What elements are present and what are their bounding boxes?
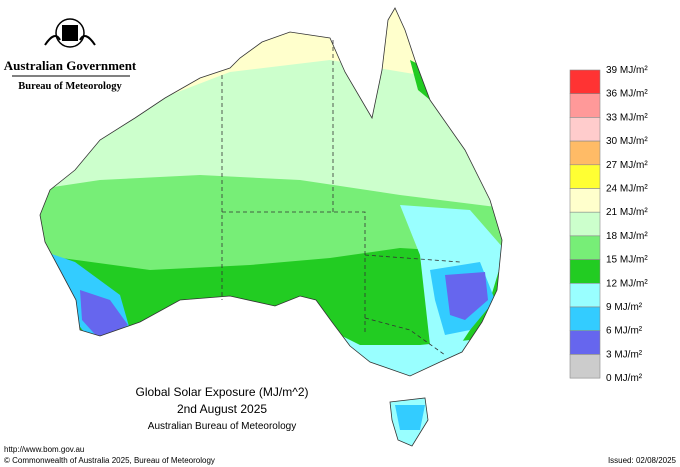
state-borders xyxy=(221,40,461,356)
legend-label: 3 MJ/m² xyxy=(606,349,643,360)
tasmania-coast xyxy=(389,397,429,447)
legend-swatch xyxy=(569,93,601,118)
legend-label: 9 MJ/m² xyxy=(606,302,643,313)
url: http://www.bom.gov.au xyxy=(4,445,84,454)
legend-swatch xyxy=(569,235,601,260)
government: Australian Government xyxy=(4,58,137,73)
legend-label: 12 MJ/m² xyxy=(606,278,648,289)
legend-label: 33 MJ/m² xyxy=(606,112,648,123)
legend: 39 MJ/m² 36 MJ/m² 33 MJ/m² 30 MJ/m² 27 MJ/m²… xyxy=(569,65,648,384)
legend-swatch xyxy=(569,330,601,355)
coastline xyxy=(39,7,503,377)
legend-swatch xyxy=(569,140,601,166)
legend-label: 18 MJ/m² xyxy=(606,231,648,242)
legend-label: 30 MJ/m² xyxy=(606,136,648,147)
coat-of-arms xyxy=(44,18,96,48)
agency: Bureau of Meteorology xyxy=(18,81,122,92)
map-source: Australian Bureau of Meteorology xyxy=(148,421,296,432)
legend-label: 24 MJ/m² xyxy=(606,184,648,195)
legend-swatch xyxy=(569,354,601,379)
legend-label: 27 MJ/m² xyxy=(606,160,648,171)
legend-label: 36 MJ/m² xyxy=(606,89,648,100)
legend-label: 15 MJ/m² xyxy=(606,255,648,266)
legend-label: 21 MJ/m² xyxy=(606,207,648,218)
legend-label: 6 MJ/m² xyxy=(606,326,643,337)
legend-swatch xyxy=(569,282,601,308)
legend-swatch xyxy=(569,211,601,237)
legend-swatch xyxy=(569,188,601,213)
legend-swatch xyxy=(569,259,601,284)
legend-label: 0 MJ/m² xyxy=(606,373,643,384)
copyright: © Commonwealth of Australia 2025, Bureau… xyxy=(4,456,215,465)
legend-swatch xyxy=(569,164,601,189)
legend-swatch xyxy=(569,117,601,142)
issued: Issued: 02/08/2025 xyxy=(608,456,677,465)
legend-label: 39 MJ/m² xyxy=(606,65,648,76)
map-date: 2nd August 2025 xyxy=(177,402,267,416)
legend-swatch xyxy=(569,69,601,95)
legend-swatch xyxy=(569,306,601,332)
map-title: Global Solar Exposure (MJ/m^2) xyxy=(135,385,308,399)
